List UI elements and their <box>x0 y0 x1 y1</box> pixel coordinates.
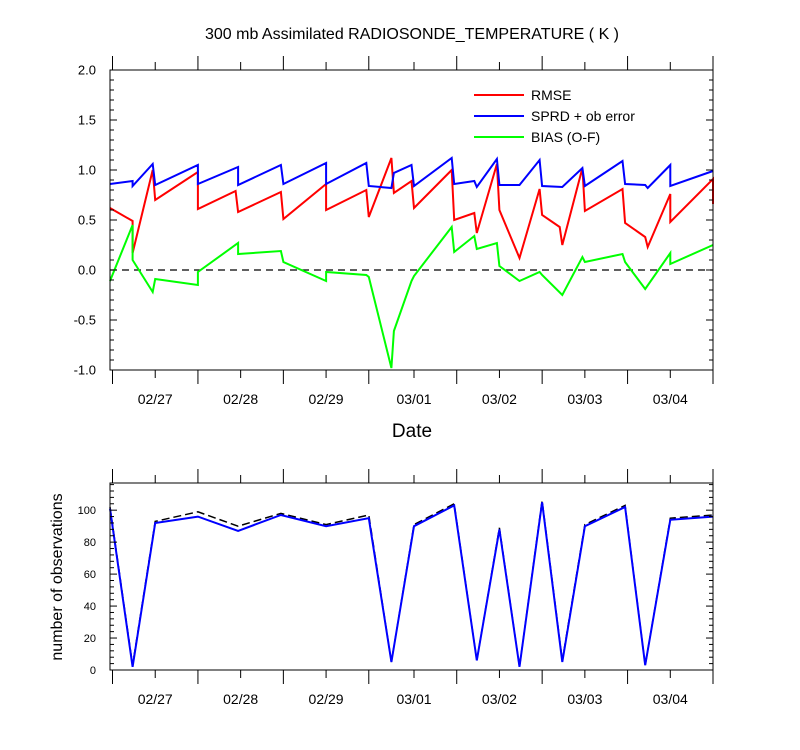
y-tick-label: 80 <box>84 537 96 549</box>
x-tick-label: 03/04 <box>653 391 688 407</box>
chart-title: 300 mb Assimilated RADIOSONDE_TEMPERATUR… <box>205 26 619 43</box>
x-tick-label: 02/27 <box>138 391 173 407</box>
y-tick-label: 0 <box>90 665 96 677</box>
x-tick-label: 03/02 <box>482 391 517 407</box>
legend-label-sprd-ob-error: SPRD + ob error <box>531 108 635 124</box>
x-tick-label: 03/02 <box>482 691 517 707</box>
y-tick-label: 0.5 <box>78 213 96 228</box>
x-tick-label: 02/29 <box>309 391 344 407</box>
x-tick-label: 02/27 <box>138 691 173 707</box>
x-tick-label: 02/29 <box>309 691 344 707</box>
legend-label-rmse: RMSE <box>531 87 571 103</box>
plot-frame <box>109 482 714 671</box>
x-tick-label: 03/03 <box>567 691 602 707</box>
top-series-rmse <box>109 157 714 261</box>
x-tick-label: 03/03 <box>567 391 602 407</box>
x-tick-label: 03/04 <box>653 691 688 707</box>
y-tick-label: 0.0 <box>78 263 96 278</box>
y-tick-label: 1.0 <box>78 163 96 178</box>
y-tick-label: 20 <box>84 633 96 645</box>
y-axis-label: number of observations <box>49 493 66 660</box>
y-tick-label: 100 <box>78 505 96 517</box>
x-tick-label: 03/01 <box>396 691 431 707</box>
top-chart: 300 mb Assimilated RADIOSONDE_TEMPERATUR… <box>74 26 714 442</box>
y-tick-label: 60 <box>84 569 96 581</box>
y-tick-label: -1.0 <box>74 363 96 378</box>
top-series-bias-o-f <box>109 224 714 369</box>
y-tick-label: 1.5 <box>78 113 96 128</box>
x-tick-label: 02/28 <box>223 691 258 707</box>
bottom-series-possible <box>109 500 714 667</box>
y-tick-label: 40 <box>84 601 96 613</box>
x-tick-label: 03/01 <box>396 391 431 407</box>
x-tick-label: 02/28 <box>223 391 258 407</box>
y-tick-label: -0.5 <box>74 313 96 328</box>
y-tick-label: 2.0 <box>78 63 96 78</box>
legend-label-bias-o-f: BIAS (O-F) <box>531 129 600 145</box>
legend: RMSE SPRD + ob error BIAS (O-F) <box>474 87 635 145</box>
bottom-series-used <box>109 502 714 667</box>
bottom-chart: 0 20 40 60 80 100 02/27 02/28 02/29 03/01 03/02 03/… <box>49 469 714 707</box>
top-series-sprd-ob-error <box>109 156 714 190</box>
x-axis-label: Date <box>392 421 432 442</box>
